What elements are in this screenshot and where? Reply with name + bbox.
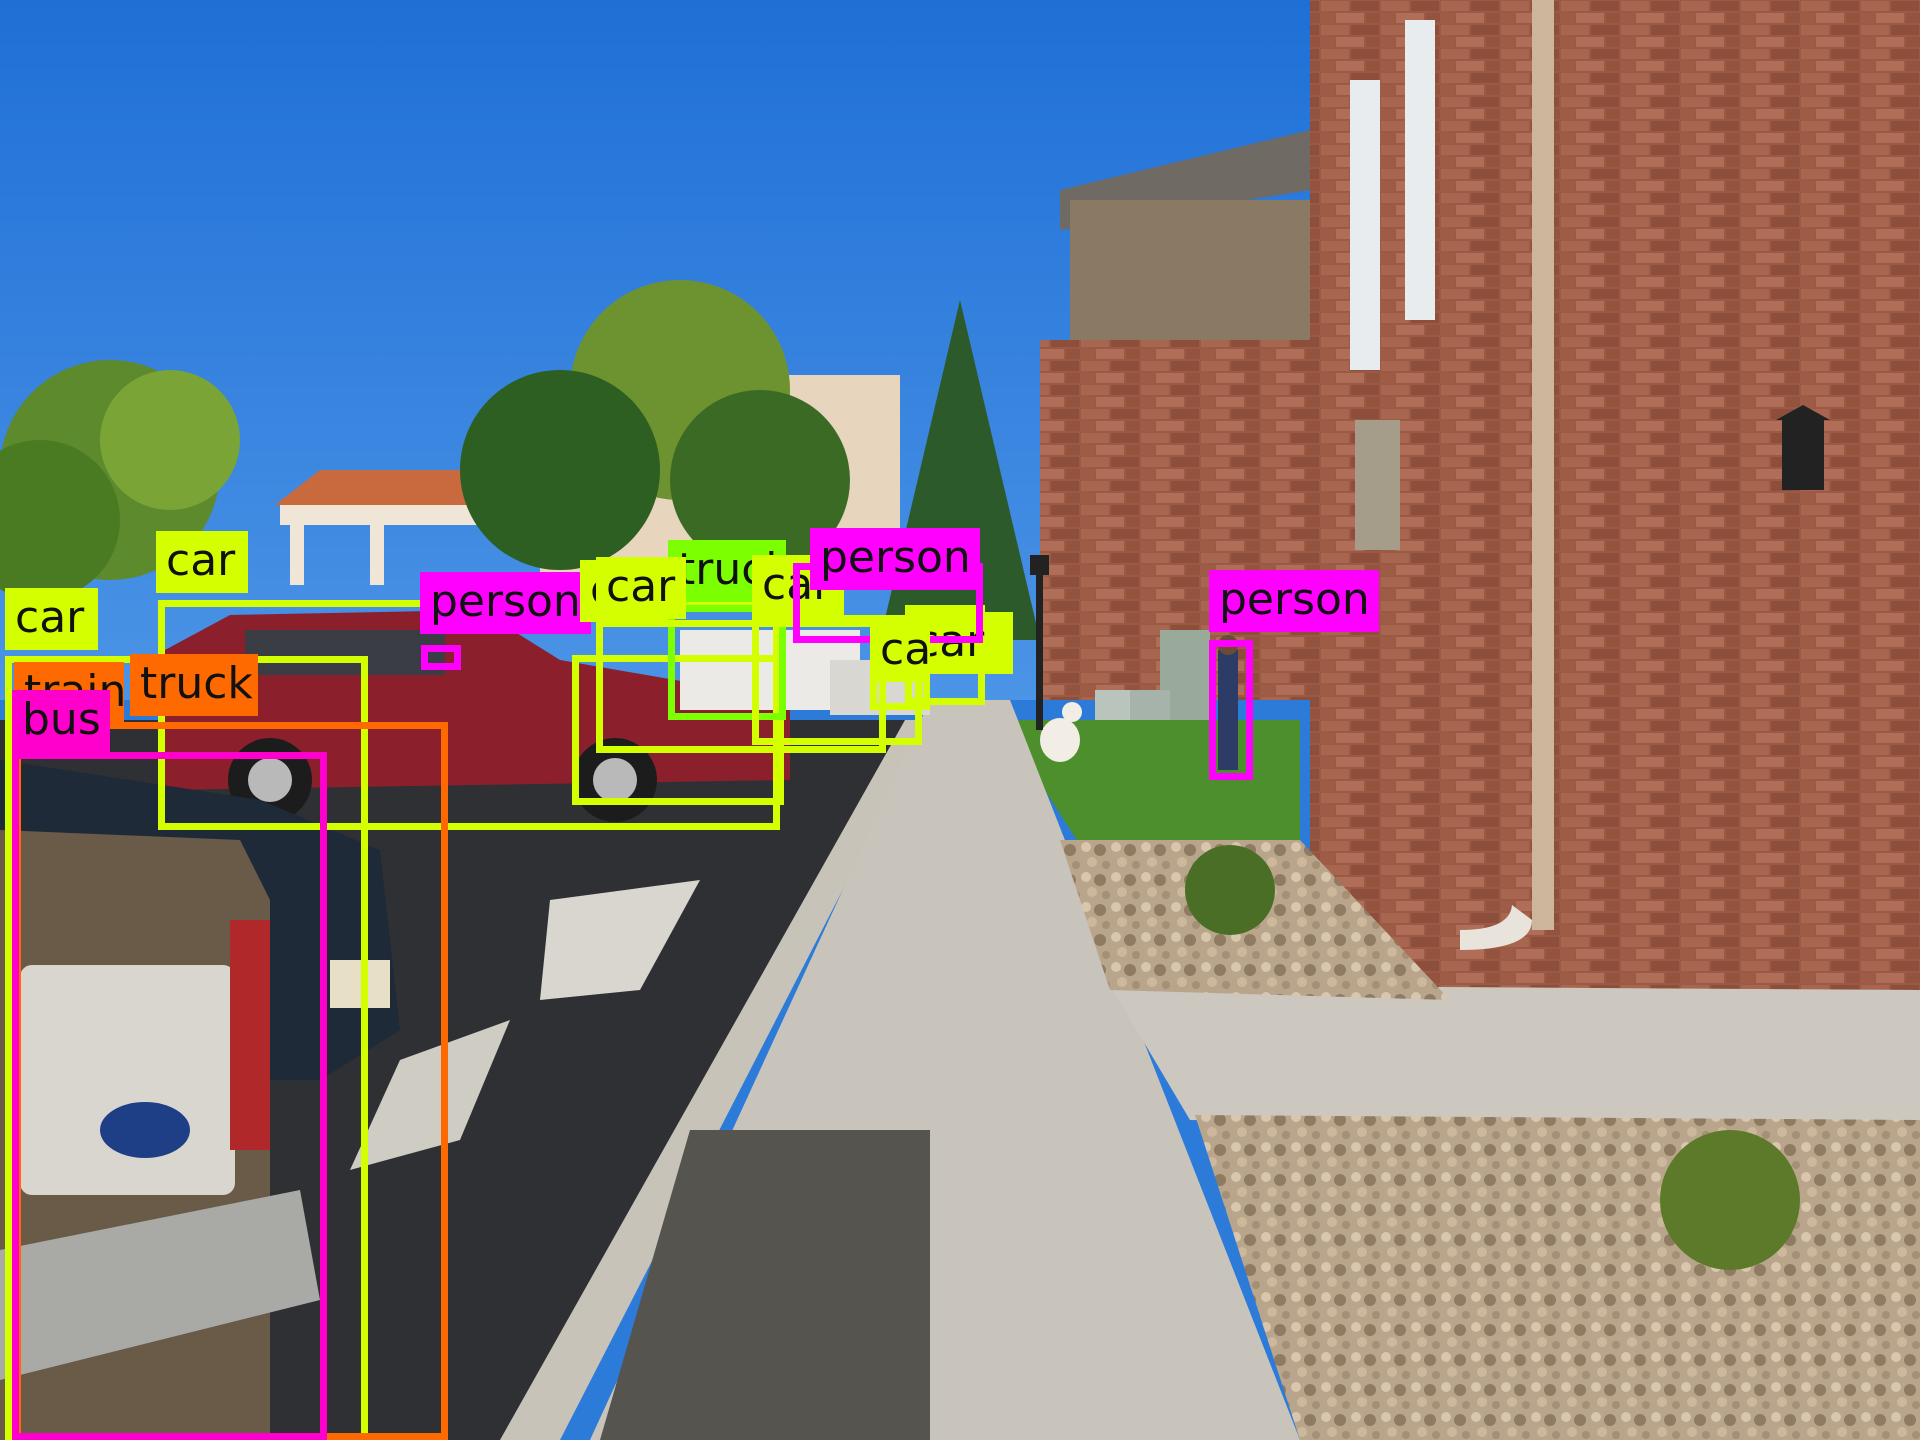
window-1	[1350, 80, 1380, 370]
person-figure	[1218, 650, 1238, 770]
downspout	[1532, 0, 1554, 930]
carport-roof	[275, 470, 520, 505]
ford-logo	[100, 1102, 190, 1158]
apartment-siding	[1070, 200, 1310, 350]
sidewalk-shadow	[600, 1130, 930, 1440]
detection-label-person: person	[420, 572, 591, 634]
detection-label-truck: truck	[130, 654, 258, 716]
detection-label-car: car	[870, 620, 930, 682]
detection-label-person: person	[1209, 570, 1379, 632]
window-2	[1405, 20, 1435, 320]
wall-lantern	[1782, 420, 1824, 490]
detection-label-car: car	[5, 588, 98, 650]
detection-label-bus: bus	[12, 690, 110, 752]
lamp-post	[1036, 560, 1043, 730]
dog	[1040, 718, 1080, 762]
shrub	[1660, 1130, 1800, 1270]
detection-label-car: car	[596, 557, 686, 619]
building-plaque	[1355, 420, 1400, 550]
detection-label-person: person	[810, 528, 980, 590]
curb	[500, 720, 930, 1440]
cross-walkway	[1110, 985, 1920, 1130]
main-building	[1310, 0, 1920, 1015]
detection-label-car: car	[156, 531, 248, 593]
gravel-bed-right	[1195, 1115, 1920, 1440]
